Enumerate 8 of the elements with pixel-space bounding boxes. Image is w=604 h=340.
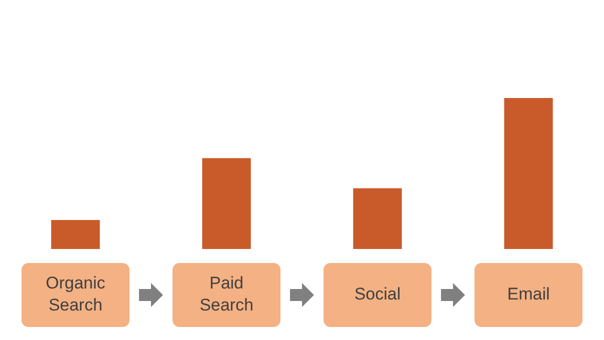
x-tick-label: Organic Search	[46, 274, 106, 315]
x-tick-label: Paid Search	[200, 274, 254, 315]
bar	[504, 98, 553, 249]
x-tick-label: Email	[507, 284, 550, 304]
x-tick-label: Social	[354, 284, 401, 304]
bar	[353, 188, 402, 249]
bar	[202, 158, 251, 249]
bar	[51, 220, 100, 249]
